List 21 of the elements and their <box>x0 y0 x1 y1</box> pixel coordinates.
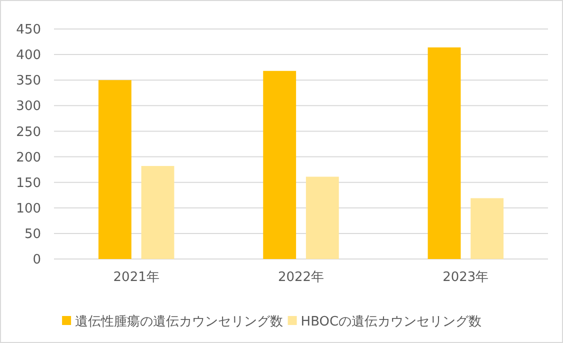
y-tick-label: 50 <box>24 226 41 242</box>
y-tick-label: 200 <box>16 150 41 166</box>
bar <box>141 166 174 259</box>
y-tick-label: 300 <box>16 99 41 114</box>
bar <box>428 47 461 259</box>
bar <box>306 176 339 259</box>
y-tick-label: 350 <box>16 74 41 89</box>
y-tick-label: 100 <box>16 201 41 216</box>
y-tick-label: 150 <box>16 176 41 191</box>
y-tick-label: 400 <box>16 48 41 64</box>
x-tick-label: 2023年 <box>442 270 489 285</box>
bar <box>470 198 504 259</box>
bar <box>98 80 132 259</box>
bar <box>263 70 296 259</box>
x-tick-label: 2022年 <box>278 270 324 285</box>
y-tick-label: 450 <box>16 22 41 38</box>
y-tick-label: 0 <box>32 252 41 268</box>
x-tick-label: 2021年 <box>113 270 160 285</box>
legend-label: 遺伝性腫瘍の遺伝カウンセリング数 <box>75 314 284 330</box>
y-tick-label: 250 <box>16 124 41 140</box>
legend-label: HBOCの遺伝カウンセリング数 <box>300 314 482 330</box>
